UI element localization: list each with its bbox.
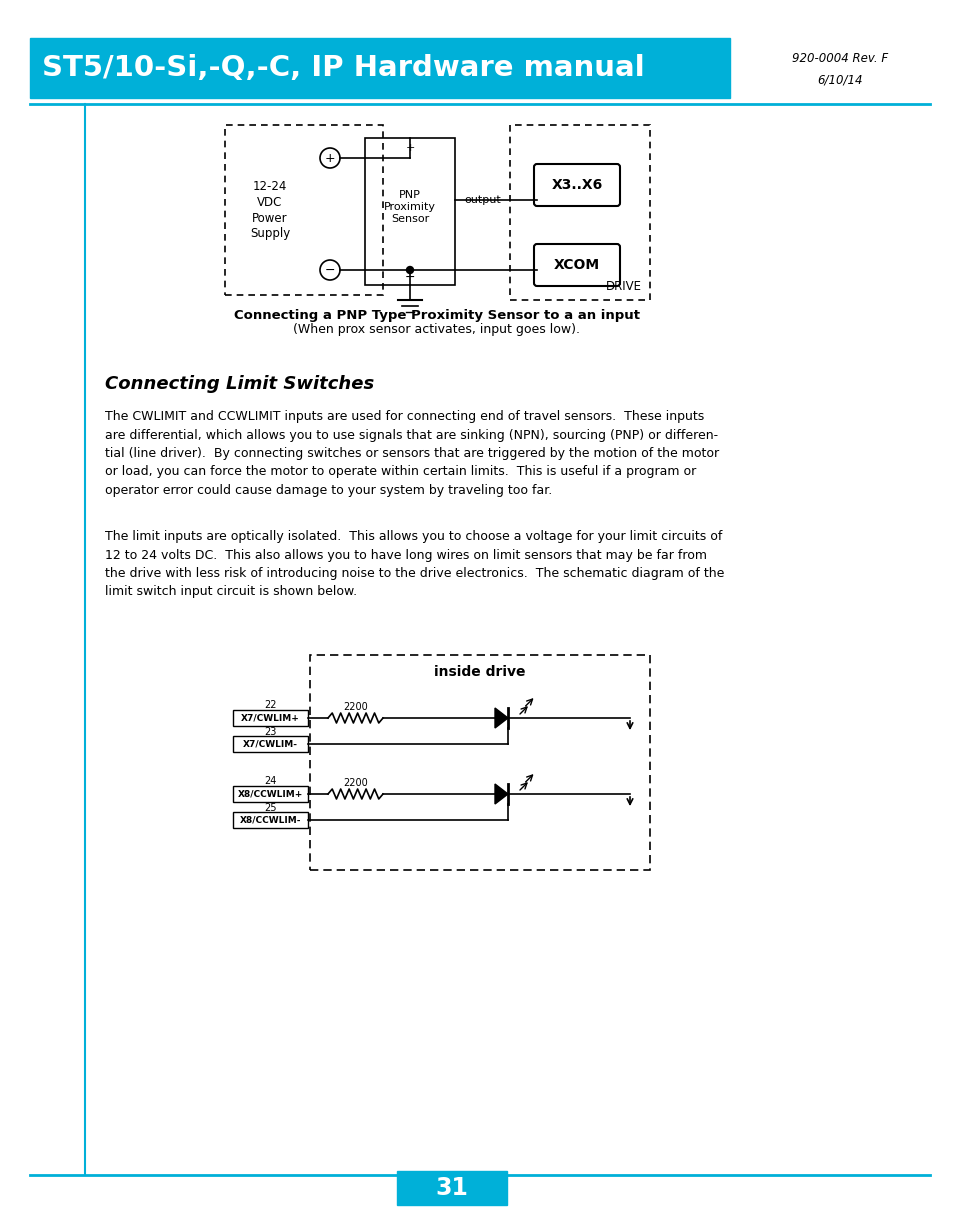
Text: limit switch input circuit is shown below.: limit switch input circuit is shown belo… xyxy=(105,585,356,598)
Text: operator error could cause damage to your system by traveling too far.: operator error could cause damage to you… xyxy=(105,484,552,497)
Text: 920-0004 Rev. F: 920-0004 Rev. F xyxy=(791,52,887,64)
Bar xyxy=(510,125,649,300)
Text: (When prox sensor activates, input goes low).: (When prox sensor activates, input goes … xyxy=(294,324,579,336)
Text: The limit inputs are optically isolated.  This allows you to choose a voltage fo: The limit inputs are optically isolated.… xyxy=(105,530,721,543)
Text: X7/CWLIM+: X7/CWLIM+ xyxy=(241,713,299,723)
Polygon shape xyxy=(495,783,507,804)
Text: X3..X6: X3..X6 xyxy=(551,178,602,192)
Text: +: + xyxy=(405,143,415,154)
Text: 6/10/14: 6/10/14 xyxy=(817,74,862,87)
Bar xyxy=(233,786,308,802)
Text: the drive with less risk of introducing noise to the drive electronics.  The sch: the drive with less risk of introducing … xyxy=(105,567,723,580)
Circle shape xyxy=(406,266,413,273)
Bar xyxy=(310,655,649,870)
Text: 24: 24 xyxy=(264,776,276,786)
Bar xyxy=(365,138,455,285)
Text: 25: 25 xyxy=(264,803,276,812)
Text: 12 to 24 volts DC.  This also allows you to have long wires on limit sensors tha: 12 to 24 volts DC. This also allows you … xyxy=(105,549,706,561)
Polygon shape xyxy=(495,708,507,728)
Text: inside drive: inside drive xyxy=(434,665,525,679)
Text: 23: 23 xyxy=(264,727,276,737)
Bar xyxy=(30,37,729,98)
Bar xyxy=(396,1172,506,1205)
Text: Connecting Limit Switches: Connecting Limit Switches xyxy=(105,375,374,393)
Bar xyxy=(233,812,308,828)
Text: 2200: 2200 xyxy=(343,702,368,712)
Text: 31: 31 xyxy=(436,1176,468,1201)
Text: X8/CCWLIM+: X8/CCWLIM+ xyxy=(237,789,303,798)
Text: output: output xyxy=(463,195,500,206)
Text: The CWLIMIT and CCWLIMIT inputs are used for connecting end of travel sensors.  : The CWLIMIT and CCWLIMIT inputs are used… xyxy=(105,410,703,423)
Text: tial (line driver).  By connecting switches or sensors that are triggered by the: tial (line driver). By connecting switch… xyxy=(105,447,719,459)
Bar xyxy=(225,125,382,295)
Text: −: − xyxy=(404,271,415,283)
Bar xyxy=(233,736,308,752)
Text: X7/CWLIM-: X7/CWLIM- xyxy=(243,740,297,748)
Text: ST5/10-Si,-Q,-C, IP Hardware manual: ST5/10-Si,-Q,-C, IP Hardware manual xyxy=(42,54,644,82)
Text: or load, you can force the motor to operate within certain limits.  This is usef: or load, you can force the motor to oper… xyxy=(105,465,696,479)
Text: DRIVE: DRIVE xyxy=(605,280,641,294)
Text: are differential, which allows you to use signals that are sinking (NPN), sourci: are differential, which allows you to us… xyxy=(105,428,718,441)
Text: −: − xyxy=(324,264,335,277)
Text: XCOM: XCOM xyxy=(554,258,599,272)
Text: 2200: 2200 xyxy=(343,779,368,788)
Text: 22: 22 xyxy=(264,700,276,710)
Text: X8/CCWLIM-: X8/CCWLIM- xyxy=(239,816,301,825)
Text: PNP
Proximity
Sensor: PNP Proximity Sensor xyxy=(384,190,436,225)
Text: +: + xyxy=(324,151,335,164)
Text: Connecting a PNP Type Proximity Sensor to a an input: Connecting a PNP Type Proximity Sensor t… xyxy=(233,308,639,322)
Text: 12-24
VDC
Power
Supply: 12-24 VDC Power Supply xyxy=(250,179,290,241)
Bar xyxy=(233,710,308,725)
